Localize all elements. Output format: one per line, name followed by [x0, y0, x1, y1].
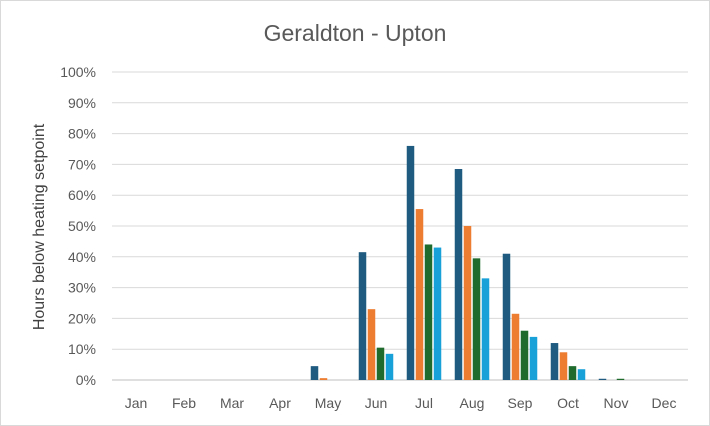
- y-tick-label: 60%: [68, 187, 96, 203]
- bar: [424, 244, 433, 380]
- x-tick-label: Dec: [652, 395, 677, 411]
- x-tick-label: May: [315, 395, 341, 411]
- bar: [415, 209, 424, 380]
- bar: [577, 369, 586, 380]
- bar: [481, 278, 490, 380]
- bars: [310, 145, 625, 380]
- bar: [406, 145, 415, 380]
- bar: [511, 313, 520, 380]
- x-tick-label: Feb: [172, 395, 196, 411]
- x-tick-label: Jun: [365, 395, 388, 411]
- bar: [310, 366, 319, 380]
- x-tick-label: Mar: [220, 395, 244, 411]
- chart-title: Geraldton - Upton: [264, 20, 447, 46]
- x-tick-label: Oct: [557, 395, 579, 411]
- y-tick-label: 50%: [68, 218, 96, 234]
- y-tick-label: 70%: [68, 156, 96, 172]
- bar: [358, 252, 367, 380]
- y-tick-label: 80%: [68, 126, 96, 142]
- bar: [598, 378, 607, 380]
- y-tick-label: 10%: [68, 341, 96, 357]
- y-tick-label: 100%: [60, 64, 96, 80]
- bar: [472, 258, 481, 380]
- bar: [367, 309, 376, 380]
- y-tick-labels: 0% 10% 20% 30% 40% 50% 60% 70% 80% 90% 100%: [60, 64, 96, 388]
- bar: [559, 352, 568, 380]
- y-tick-label: 40%: [68, 249, 96, 265]
- bar: [502, 253, 511, 380]
- x-tick-label: Sep: [508, 395, 533, 411]
- bar: [385, 353, 394, 380]
- y-axis-label: Hours below heating setpoint: [31, 123, 48, 330]
- y-tick-label: 20%: [68, 310, 96, 326]
- x-tick-label: Aug: [460, 395, 485, 411]
- x-tick-label: Apr: [269, 395, 291, 411]
- bar: [529, 336, 538, 380]
- bar: [319, 378, 328, 380]
- x-tick-label: Jan: [125, 395, 148, 411]
- y-tick-label: 90%: [68, 95, 96, 111]
- bar: [550, 343, 559, 380]
- gridlines: [112, 71, 688, 381]
- x-tick-label: Jul: [415, 395, 433, 411]
- bar: [376, 347, 385, 380]
- x-tick-label: Nov: [604, 395, 629, 411]
- bar: [433, 247, 442, 380]
- y-tick-label: 30%: [68, 280, 96, 296]
- bar: [463, 226, 472, 380]
- bar: [520, 330, 529, 380]
- bar: [616, 378, 625, 380]
- y-tick-label: 0%: [76, 372, 96, 388]
- x-tick-labels: Jan Feb Mar Apr May Jun Jul Aug Sep Oct Nov Dec: [125, 395, 677, 411]
- bar: [568, 366, 577, 380]
- bar: [454, 169, 463, 380]
